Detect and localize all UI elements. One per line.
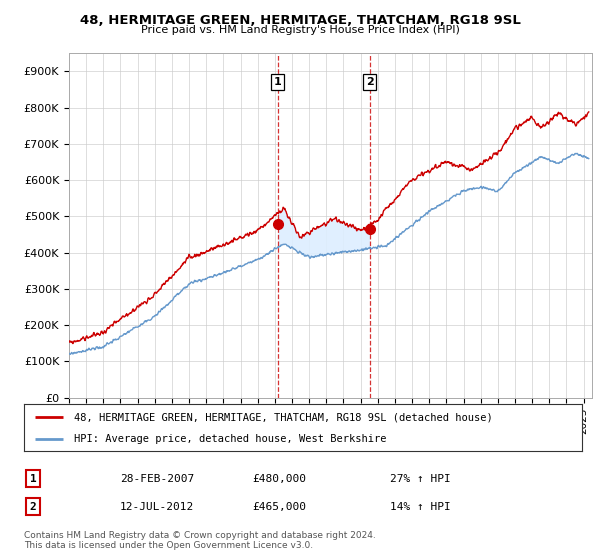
Text: 1: 1 bbox=[274, 77, 281, 87]
Text: 12-JUL-2012: 12-JUL-2012 bbox=[120, 502, 194, 512]
Text: 48, HERMITAGE GREEN, HERMITAGE, THATCHAM, RG18 9SL: 48, HERMITAGE GREEN, HERMITAGE, THATCHAM… bbox=[80, 14, 520, 27]
Text: HPI: Average price, detached house, West Berkshire: HPI: Average price, detached house, West… bbox=[74, 434, 387, 444]
Text: Price paid vs. HM Land Registry's House Price Index (HPI): Price paid vs. HM Land Registry's House … bbox=[140, 25, 460, 35]
Text: 1: 1 bbox=[29, 474, 37, 484]
Text: 48, HERMITAGE GREEN, HERMITAGE, THATCHAM, RG18 9SL (detached house): 48, HERMITAGE GREEN, HERMITAGE, THATCHAM… bbox=[74, 412, 493, 422]
Text: Contains HM Land Registry data © Crown copyright and database right 2024.
This d: Contains HM Land Registry data © Crown c… bbox=[24, 531, 376, 550]
Text: 2: 2 bbox=[29, 502, 37, 512]
Text: 28-FEB-2007: 28-FEB-2007 bbox=[120, 474, 194, 484]
Text: 14% ↑ HPI: 14% ↑ HPI bbox=[390, 502, 451, 512]
Text: £465,000: £465,000 bbox=[252, 502, 306, 512]
Text: 2: 2 bbox=[366, 77, 374, 87]
Text: £480,000: £480,000 bbox=[252, 474, 306, 484]
Text: 27% ↑ HPI: 27% ↑ HPI bbox=[390, 474, 451, 484]
